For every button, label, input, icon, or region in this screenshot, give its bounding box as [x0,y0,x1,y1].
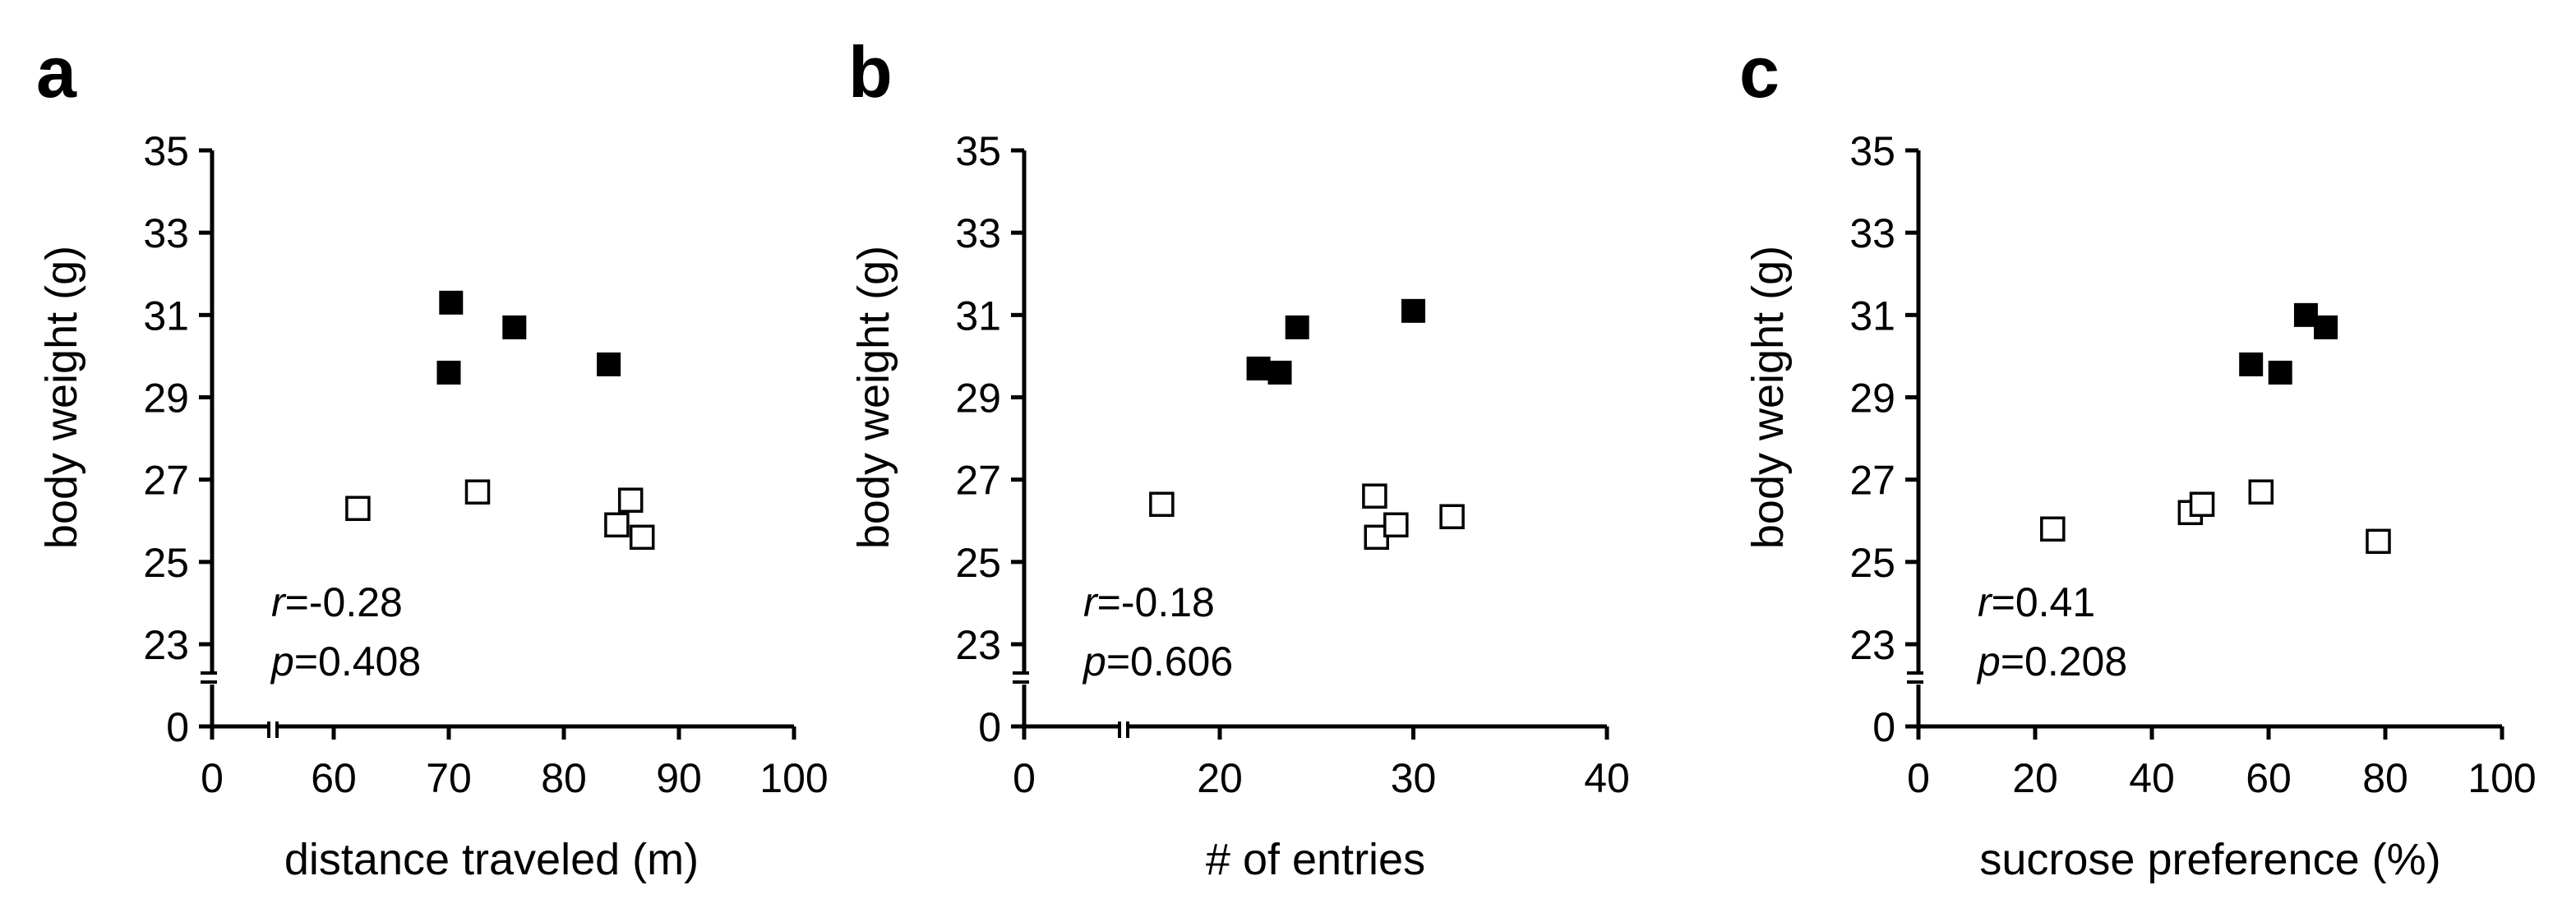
x-tick-label: 60 [311,755,357,801]
stat-r: r=-0.18 [1083,579,1215,625]
y-tick-label: 0 [166,704,189,750]
data-point-filled [2314,315,2338,339]
stat-p-value: =0.208 [2001,638,2127,685]
data-point-filled [2293,302,2318,327]
y-tick-label: 23 [143,622,189,668]
x-tick-label: 90 [656,755,702,801]
stat-p-symbol: p [1082,638,1106,685]
x-tick-label: 40 [1584,755,1630,801]
x-tick-label: 0 [201,755,224,801]
y-axis-title: body weight (g) [37,246,86,549]
data-point-open [1362,483,1387,509]
y-tick-label: 31 [955,293,1001,339]
data-point-filled [436,360,461,385]
data-point-open [2040,516,2066,542]
x-tick-label: 80 [2362,755,2408,801]
y-tick-label: 25 [955,540,1001,586]
y-tick-label: 27 [1849,458,1895,504]
x-tick-label: 0 [1013,755,1036,801]
stat-p: p=0.606 [1082,638,1233,685]
chart-panel-a: a 0 23 25 27 29 31 33 35 0 60 70 80 90 100 distance tra… [36,31,829,884]
x-tick-label: 20 [2012,755,2058,801]
stat-p-value: =0.606 [1106,638,1233,685]
data-point-filled [1267,360,1292,385]
x-tick-label: 40 [2129,755,2175,801]
y-tick-label: 23 [955,622,1001,668]
data-point-filled [439,290,464,315]
stat-p-symbol: p [270,638,294,685]
y-tick-label: 35 [1849,128,1895,174]
data-point-filled [1285,315,1309,339]
y-tick-label: 0 [1872,704,1895,750]
y-tick-label: 0 [978,704,1001,750]
data-point-open [2366,528,2391,555]
x-tick-label: 100 [2468,755,2536,801]
y-tick-label: 23 [1849,622,1895,668]
data-point-open [617,487,644,513]
stat-p-symbol: p [1976,638,2001,685]
panel-letter: c [1739,31,1780,113]
stat-r-value: =-0.18 [1097,579,1215,625]
y-axis-title: body weight (g) [849,246,898,549]
y-tick-label: 31 [1849,293,1895,339]
panel-letter: b [848,31,893,113]
y-tick-label: 33 [143,210,189,256]
x-axis-title: distance traveled (m) [284,835,699,884]
x-tick-label: 60 [2246,755,2292,801]
y-tick-label: 35 [955,128,1001,174]
panel-letter: a [36,31,77,113]
y-tick-label: 31 [143,293,189,339]
data-point-open [604,512,630,538]
stat-r-value: =-0.28 [285,579,403,625]
stat-r-symbol: r [271,579,287,625]
stat-p: p=0.408 [270,638,421,685]
x-tick-label: 70 [426,755,472,801]
x-tick-label: 20 [1197,755,1243,801]
y-tick-label: 25 [143,540,189,586]
x-tick-label: 100 [759,755,828,801]
y-tick-label: 29 [955,376,1001,422]
data-point-open [2189,491,2215,517]
data-point-filled [1401,298,1425,323]
y-tick-label: 29 [143,376,189,422]
data-point-filled [1246,356,1271,380]
y-tick-label: 27 [143,458,189,504]
data-point-open [1439,504,1465,529]
data-point-open [464,479,491,505]
stat-r-symbol: r [1978,579,1993,625]
x-tick-label: 0 [1907,755,1930,801]
stat-r-symbol: r [1083,579,1099,625]
y-tick-label: 33 [955,210,1001,256]
data-point-filled [502,315,527,339]
data-point-open [629,524,655,551]
y-tick-label: 25 [1849,540,1895,586]
stat-r: r=-0.28 [271,579,403,625]
stat-p-value: =0.408 [294,638,421,685]
data-point-filled [2268,360,2292,385]
data-point-filled [597,352,621,376]
stat-p: p=0.208 [1976,638,2127,685]
data-point-open [1383,512,1409,538]
stat-r-value: =0.41 [1992,579,2096,625]
data-point-filled [2239,352,2264,376]
x-axis-title: # of entries [1206,835,1425,884]
y-tick-label: 35 [143,128,189,174]
x-tick-label: 80 [541,755,587,801]
x-axis-title: sucrose preference (%) [1979,835,2440,884]
chart-panel-b: b 0 23 25 27 29 31 33 35 0 20 30 40 # of entries body … [848,31,1630,884]
y-axis-title: body weight (g) [1743,246,1793,549]
stat-r: r=0.41 [1978,579,2095,625]
data-point-open [345,496,371,521]
data-point-open [2248,479,2274,505]
y-tick-label: 27 [955,458,1001,504]
y-tick-label: 29 [1849,376,1895,422]
x-tick-label: 30 [1391,755,1437,801]
data-point-open [1149,491,1175,517]
y-tick-label: 33 [1849,210,1895,256]
chart-panel-c: c 0 23 25 27 29 31 33 35 0 20 40 60 80 100 sucrose pref… [1739,31,2537,884]
